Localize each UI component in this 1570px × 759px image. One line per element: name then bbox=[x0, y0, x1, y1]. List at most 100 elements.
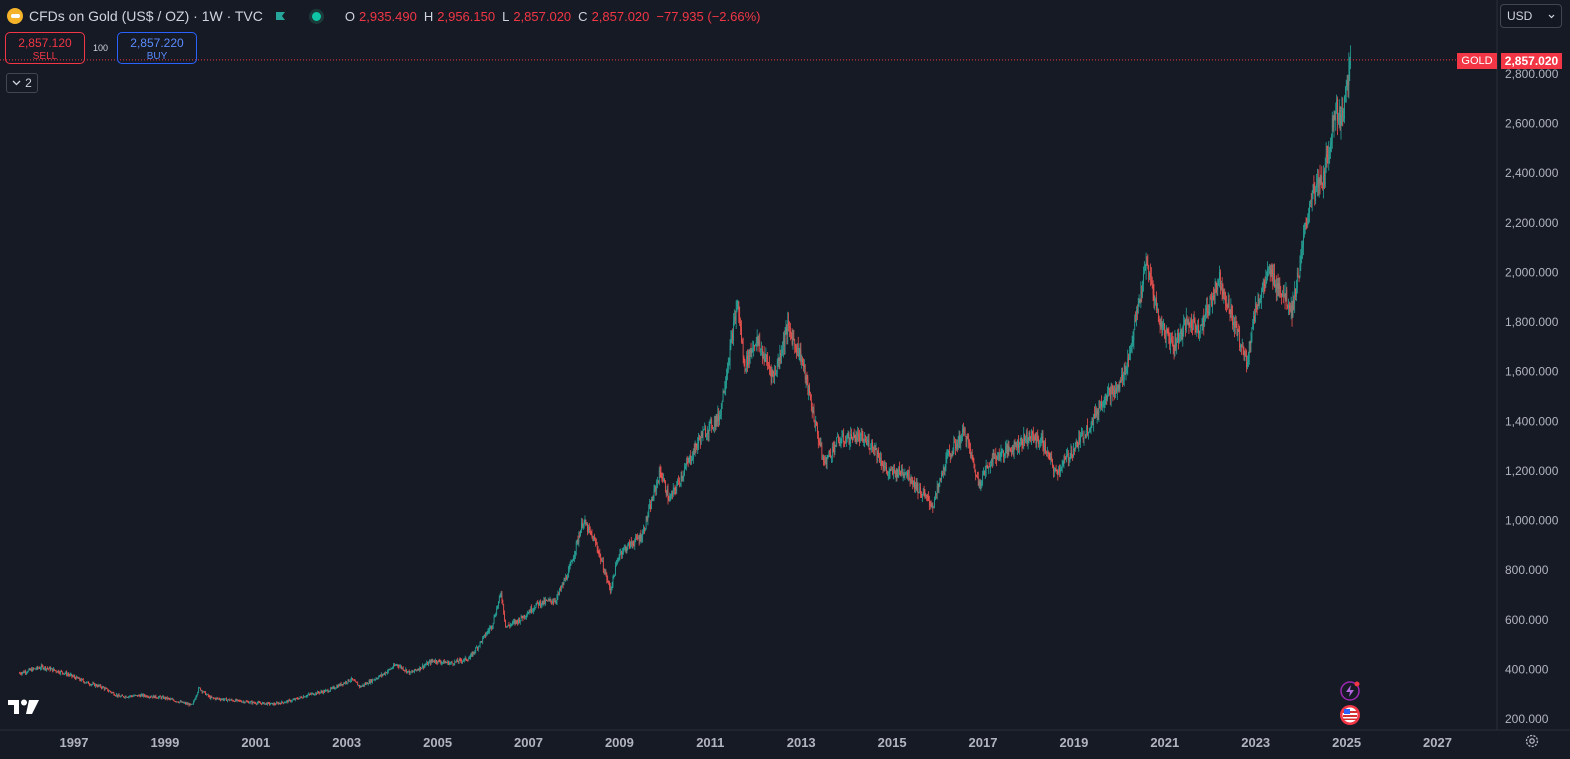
candle-body bbox=[737, 301, 739, 309]
status-dot-icon[interactable] bbox=[311, 11, 321, 21]
candle-body bbox=[682, 475, 684, 479]
candle-body bbox=[108, 690, 109, 692]
candle-body bbox=[137, 695, 138, 697]
candle-body bbox=[1141, 291, 1143, 294]
candle-body bbox=[44, 666, 46, 669]
candle-body bbox=[1066, 455, 1067, 460]
candle-body bbox=[452, 663, 454, 665]
candle-body bbox=[1184, 319, 1185, 325]
gear-icon[interactable] bbox=[1524, 733, 1540, 749]
candle-body bbox=[410, 671, 412, 673]
candle-body bbox=[427, 662, 428, 665]
candle-body bbox=[644, 528, 645, 531]
candle-body bbox=[1329, 151, 1330, 154]
candle-body bbox=[453, 664, 455, 666]
candle-body bbox=[1052, 460, 1053, 467]
candle-body bbox=[662, 478, 664, 481]
candle-body bbox=[1275, 284, 1277, 291]
candle-body bbox=[935, 493, 937, 494]
currency-select[interactable]: USD bbox=[1500, 4, 1562, 28]
candle-body bbox=[604, 572, 606, 574]
candle-body bbox=[777, 358, 779, 365]
candle-body bbox=[637, 536, 638, 539]
candle-body bbox=[944, 468, 946, 471]
candle-body bbox=[1303, 231, 1305, 236]
candle-body bbox=[327, 690, 329, 692]
candle-body bbox=[544, 599, 546, 604]
candle-body bbox=[484, 634, 485, 636]
candle-body bbox=[533, 608, 534, 611]
candle-body bbox=[771, 370, 773, 378]
flag-icon[interactable] bbox=[275, 11, 286, 22]
candle-body bbox=[921, 495, 923, 498]
candle-body bbox=[505, 619, 506, 627]
candle-body bbox=[1111, 387, 1113, 389]
candle-body bbox=[968, 438, 970, 445]
candle-body bbox=[1112, 387, 1114, 396]
indicators-toggle-button[interactable]: 2 bbox=[6, 73, 38, 93]
close-key: C bbox=[578, 8, 588, 24]
candle-body bbox=[158, 697, 159, 699]
candle-body bbox=[221, 698, 223, 700]
time-axis[interactable]: 1997 1999 2001 2003 2005 2007 2009 2011 2013 2015… bbox=[60, 735, 1452, 750]
candle-body bbox=[685, 466, 686, 470]
candle-body bbox=[1297, 272, 1299, 277]
candle-body bbox=[1124, 365, 1126, 375]
candle-body bbox=[1047, 451, 1049, 453]
candle-body bbox=[463, 660, 464, 662]
candle-body bbox=[967, 436, 969, 439]
candle-body bbox=[959, 434, 961, 444]
candle-body bbox=[972, 456, 974, 462]
candle-body bbox=[348, 679, 350, 682]
candle-body bbox=[892, 469, 893, 475]
price-tick-label: 400.000 bbox=[1505, 662, 1549, 676]
candle-body bbox=[526, 616, 527, 617]
candle-body bbox=[823, 456, 824, 462]
candle-body bbox=[408, 670, 409, 672]
flash-icon[interactable] bbox=[1339, 680, 1361, 702]
candle-body bbox=[35, 668, 37, 670]
candle-body bbox=[812, 410, 814, 413]
candle-body bbox=[141, 694, 143, 696]
time-tick-label: 2021 bbox=[1150, 735, 1179, 750]
candle-body bbox=[611, 585, 613, 588]
candle-body bbox=[1285, 289, 1287, 301]
candle-body bbox=[1058, 468, 1060, 475]
candle-body bbox=[988, 466, 990, 469]
candle-body bbox=[1302, 245, 1303, 249]
candle-body bbox=[512, 621, 514, 623]
candle-body bbox=[1249, 341, 1251, 345]
candle-body bbox=[1090, 426, 1092, 428]
candle-body bbox=[869, 448, 871, 450]
symbol-title[interactable]: CFDs on Gold (US$ / OZ) · 1W · TVC bbox=[29, 8, 263, 24]
candle-body bbox=[1074, 445, 1076, 451]
candle-body bbox=[727, 370, 728, 376]
candle-body bbox=[24, 671, 26, 673]
us-flag-icon[interactable] bbox=[1339, 704, 1361, 726]
candle-body bbox=[1220, 271, 1221, 289]
candle-body bbox=[514, 621, 516, 624]
candle-body bbox=[1081, 432, 1083, 434]
buy-button[interactable]: 2,857.220 BUY bbox=[117, 32, 197, 64]
gold-symbol-icon[interactable] bbox=[7, 8, 23, 24]
candle-body bbox=[263, 702, 265, 705]
tradingview-logo-icon[interactable] bbox=[8, 698, 40, 716]
price-axis[interactable]: 200.000400.000600.000800.0001,000.0001,2… bbox=[1505, 67, 1559, 726]
candle-body bbox=[602, 560, 604, 571]
candle-body bbox=[415, 669, 416, 671]
candle-body bbox=[838, 436, 839, 441]
candle-body bbox=[1158, 321, 1160, 324]
candle-body bbox=[123, 697, 125, 698]
candle-body bbox=[549, 599, 551, 600]
candle-body bbox=[332, 686, 334, 688]
candle-body bbox=[1104, 399, 1106, 401]
candle-body bbox=[912, 482, 914, 485]
candle-body bbox=[653, 488, 655, 499]
candle-body bbox=[1092, 419, 1094, 425]
candle-body bbox=[834, 445, 836, 453]
candle-body bbox=[908, 470, 910, 481]
candle-body bbox=[581, 522, 583, 528]
candle-body bbox=[1188, 320, 1190, 325]
sell-button[interactable]: 2,857.120 SELL bbox=[5, 32, 85, 64]
